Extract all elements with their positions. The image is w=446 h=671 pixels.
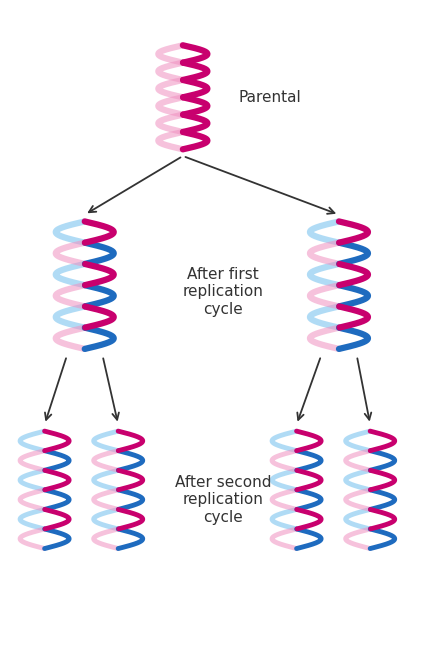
Text: After second
replication
cycle: After second replication cycle: [175, 475, 271, 525]
Text: Parental: Parental: [239, 90, 301, 105]
Text: After first
replication
cycle: After first replication cycle: [182, 267, 264, 317]
